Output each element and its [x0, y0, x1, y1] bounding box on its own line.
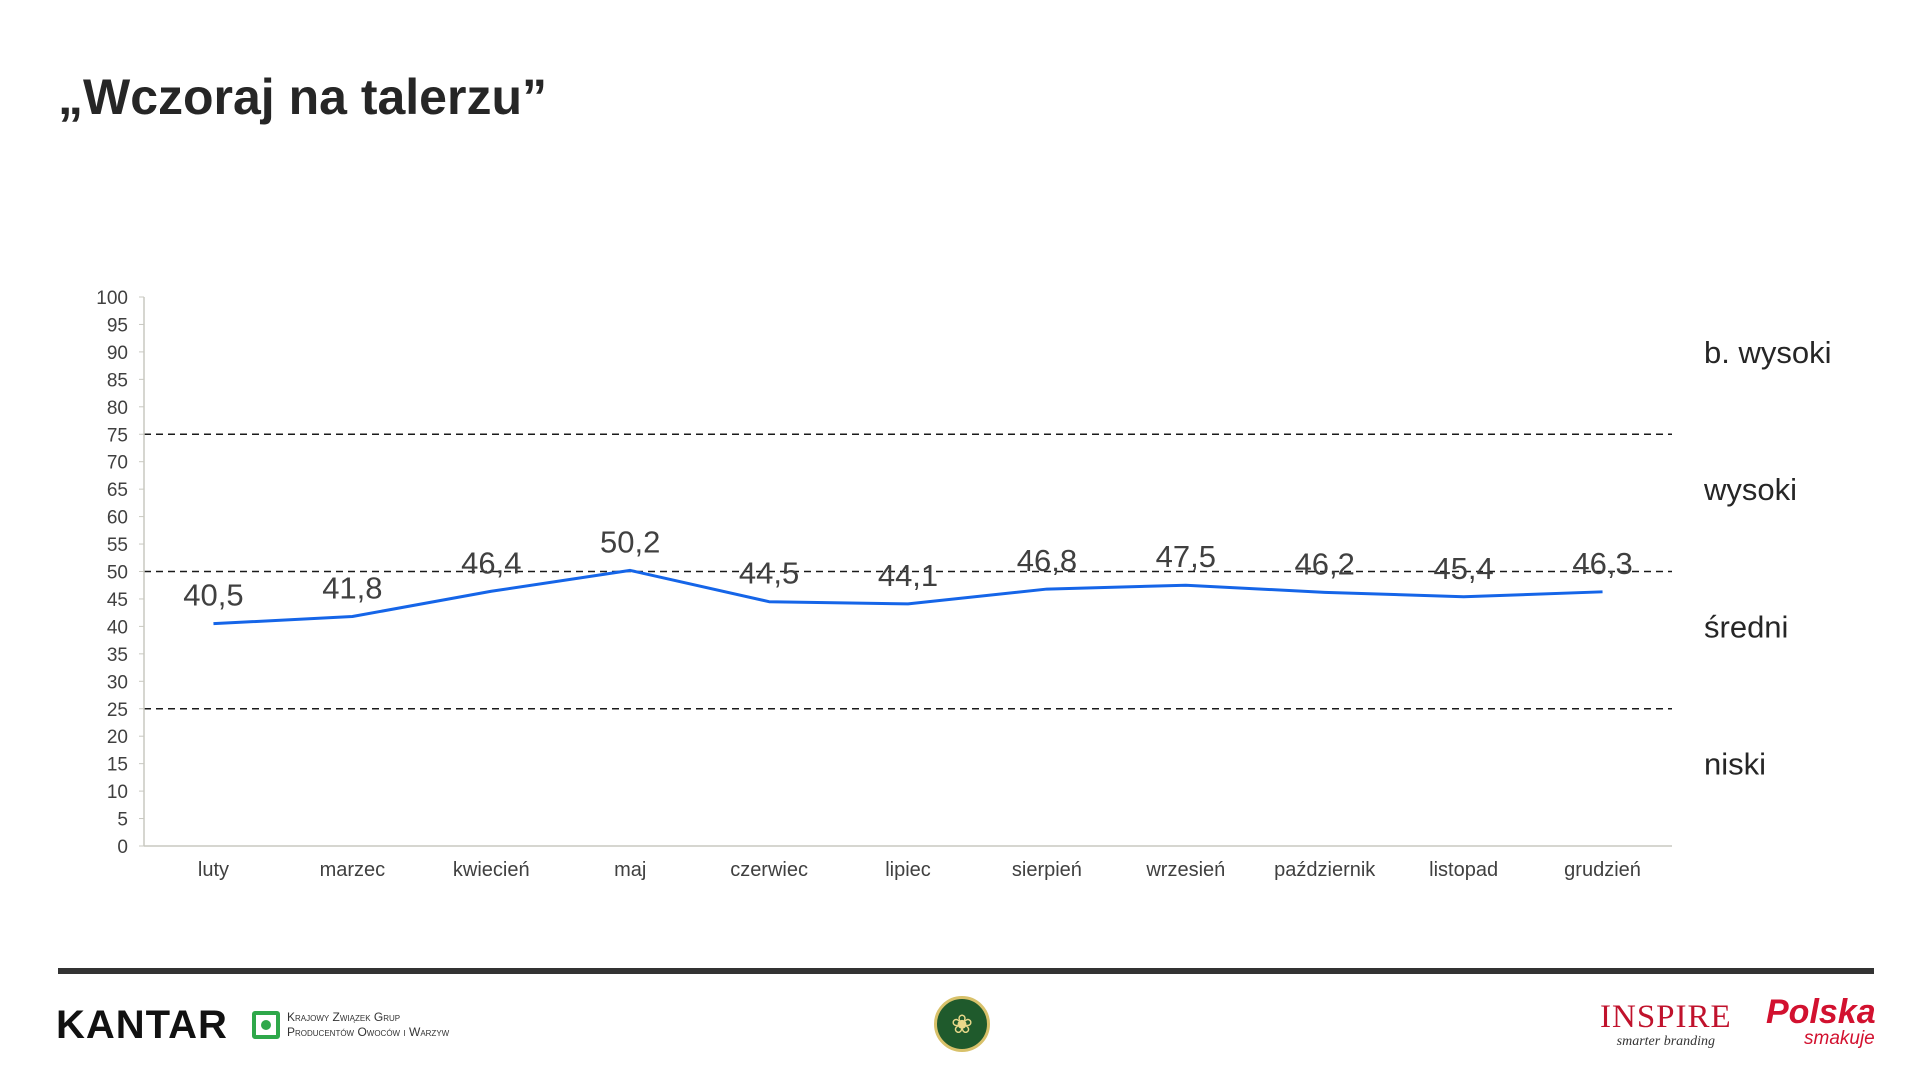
y-tick-label: 35	[107, 645, 128, 666]
data-label: 40,5	[183, 578, 243, 613]
data-label: 41,8	[322, 571, 382, 606]
data-label: 46,8	[1017, 543, 1077, 578]
x-tick-label: maj	[614, 859, 646, 881]
zone-labels: b. wysoki wysoki średni niski	[1703, 335, 1831, 782]
kzgp-line-2: Producentów Owoców i Warzyw	[287, 1025, 450, 1039]
kzgp-logo: Krajowy Związek Grup Producentów Owoców …	[252, 1010, 449, 1040]
inspire-logo-subtext: smarter branding	[1616, 1034, 1716, 1049]
data-label: 45,4	[1433, 551, 1493, 586]
y-tick-label: 45	[107, 590, 128, 611]
inspire-logo: INSPIRE smarter branding	[1600, 1000, 1732, 1050]
y-tick-label: 50	[107, 563, 128, 584]
y-tick-label: 60	[107, 508, 128, 529]
y-tick-label: 80	[107, 398, 128, 419]
y-tick-label: 85	[107, 370, 128, 391]
kzgp-line-1: Krajowy Związek Grup	[287, 1010, 401, 1024]
data-label: 44,1	[878, 558, 938, 593]
y-tick-label: 40	[107, 617, 128, 638]
x-tick-label: sierpień	[1012, 859, 1082, 881]
x-tick-label: marzec	[320, 859, 386, 881]
kzgp-logo-icon	[252, 1011, 280, 1039]
x-tick-label: grudzień	[1564, 859, 1641, 881]
y-tick-label: 95	[107, 315, 128, 336]
page-title: „Wczoraj na talerzu”	[58, 69, 547, 125]
data-label: 46,3	[1572, 546, 1632, 581]
x-axis-labels: luty marzec kwiecień maj czerwiec lipiec sierp…	[198, 859, 1641, 881]
data-labels: 40,5 41,8 46,4 50,2 44,5 44,1 46,8 47,5 46,2 45,4…	[183, 524, 1632, 612]
x-tick-label: lipiec	[885, 859, 931, 881]
zone-label: b. wysoki	[1704, 335, 1831, 370]
polska-logo-text: Polska	[1766, 993, 1876, 1031]
zone-label: wysoki	[1703, 472, 1797, 507]
data-label: 46,2	[1295, 546, 1355, 581]
kantar-logo: KANTAR	[56, 1003, 228, 1047]
polska-smakuje-logo: Polska smakuje	[1766, 994, 1876, 1048]
x-tick-label: czerwiec	[730, 859, 808, 881]
x-tick-label: kwiecień	[453, 859, 530, 881]
x-tick-label: październik	[1274, 859, 1376, 881]
y-tick-label: 30	[107, 672, 128, 693]
polska-logo-subtext: smakuje	[1804, 1028, 1875, 1049]
x-tick-label: listopad	[1429, 859, 1498, 881]
y-tick-label: 15	[107, 755, 128, 776]
line-chart: 0 5 10 15 20 25 30 35 40 45 50 55 60 65 70 75 80 85 90 95 10…	[96, 288, 1831, 881]
y-tick-label: 100	[96, 288, 128, 309]
y-tick-label: 10	[107, 782, 128, 803]
data-label: 50,2	[600, 524, 660, 559]
ministry-emblem-icon: ❀	[934, 996, 990, 1052]
y-tick-label: 55	[107, 535, 128, 556]
zone-label: niski	[1704, 747, 1766, 782]
series-line	[213, 568, 1603, 626]
reference-lines	[144, 433, 1672, 710]
y-tick-label: 65	[107, 480, 128, 501]
y-tick-label: 75	[107, 425, 128, 446]
zone-label: średni	[1704, 609, 1788, 644]
inspire-logo-text: INSPIRE	[1600, 999, 1732, 1035]
x-tick-label: wrzesień	[1145, 859, 1225, 881]
y-tick-label: 90	[107, 343, 128, 364]
data-label: 47,5	[1156, 539, 1216, 574]
data-label: 46,4	[461, 545, 521, 580]
y-tick-label: 70	[107, 453, 128, 474]
y-tick-label: 5	[117, 810, 128, 831]
y-tick-label: 20	[107, 727, 128, 748]
series	[213, 568, 1603, 626]
x-tick-label: luty	[198, 859, 229, 881]
y-tick-label: 25	[107, 700, 128, 721]
y-axis-ticks: 0 5 10 15 20 25 30 35 40 45 50 55 60 65 70 75 80 85 90 95 10…	[96, 288, 144, 858]
footer-divider	[58, 968, 1874, 974]
y-tick-label: 0	[117, 837, 128, 858]
data-label: 44,5	[739, 556, 799, 591]
